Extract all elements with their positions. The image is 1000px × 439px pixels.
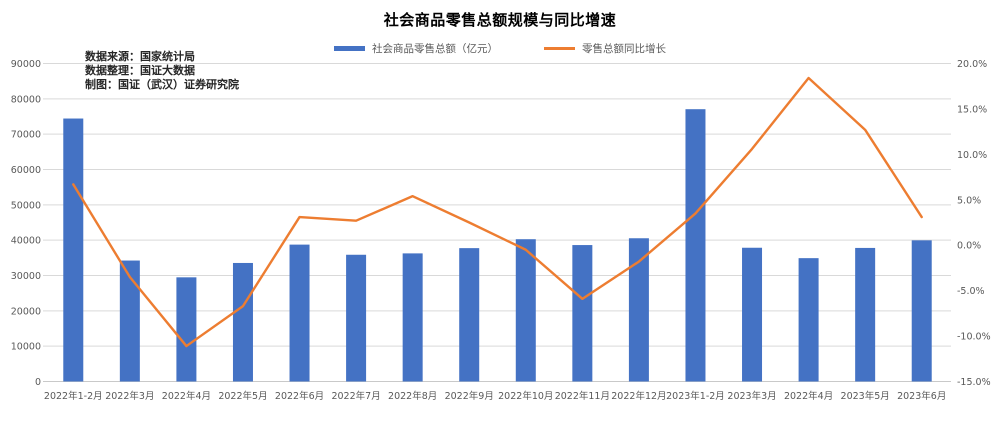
x-axis-category-label: 2023年3月 xyxy=(727,390,776,402)
left-axis-tick-label: 30000 xyxy=(11,271,41,282)
legend-bar-swatch-icon xyxy=(334,46,365,51)
bar xyxy=(459,248,480,382)
left-axis-tick-label: 60000 xyxy=(11,165,41,176)
x-axis-category-label: 2022年12月 xyxy=(611,390,666,402)
x-axis-category-label: 2022年5月 xyxy=(218,390,267,402)
bar xyxy=(63,118,84,382)
x-axis-category-label: 2023年1-2月 xyxy=(666,390,725,402)
x-axis-category-label: 2023年5月 xyxy=(841,390,890,402)
bar xyxy=(515,239,536,382)
bar xyxy=(289,244,310,382)
left-axis-tick-label: 90000 xyxy=(11,59,41,70)
x-axis-category-label: 2022年9月 xyxy=(445,390,494,402)
legend-bar-label: 社会商品零售总额（亿元） xyxy=(372,43,498,55)
left-axis-tick-label: 10000 xyxy=(11,342,41,353)
x-axis-category-label: 2022年3月 xyxy=(105,390,154,402)
right-axis-tick-label: -15.0% xyxy=(957,377,991,388)
x-axis-category-label: 2022年4月 xyxy=(162,390,211,402)
x-axis-category-label: 2022年8月 xyxy=(388,390,437,402)
right-axis-tick-label: 0.0% xyxy=(957,241,981,252)
bar xyxy=(572,245,593,382)
legend-item-bars: 社会商品零售总额（亿元） xyxy=(334,41,498,56)
x-axis-category-label: 2023年6月 xyxy=(897,390,946,402)
right-axis-tick-label: 5.0% xyxy=(957,195,981,206)
right-axis-tick-label: -10.0% xyxy=(957,332,991,343)
x-axis-category-label: 2022年6月 xyxy=(275,390,324,402)
bar xyxy=(742,247,763,382)
x-axis-category-label: 2022年1-2月 xyxy=(44,390,103,402)
right-axis-labels: -15.0% -10.0% -5.0% 0.0% 5.0% 10.0% 15.0% 20.0% xyxy=(957,59,991,388)
bar xyxy=(685,109,706,382)
left-axis-labels: 0 10000 20000 30000 40000 50000 60000 70000 8000… xyxy=(11,59,41,388)
legend-item-line: 零售总额同比增长 xyxy=(544,41,666,56)
left-axis-tick-label: 80000 xyxy=(11,94,41,105)
bar xyxy=(628,238,649,382)
x-axis-category-label: 2022年7月 xyxy=(331,390,380,402)
bar xyxy=(911,240,932,382)
legend: 社会商品零售总额（亿元） 零售总额同比增长 xyxy=(0,41,1000,56)
growth-line xyxy=(72,76,923,348)
x-axis-labels: 2022年1-2月 2022年3月 2022年4月 2022年5月 2022年6月 202… xyxy=(44,390,946,402)
annotation-data-source: 数据来源：国家统计局 xyxy=(85,50,195,63)
left-axis-tick-label: 70000 xyxy=(11,130,41,141)
annotation-author: 制图：国证（武汉）证券研究院 xyxy=(85,78,239,91)
x-axis-category-label: 2022年4月 xyxy=(784,390,833,402)
left-axis-tick-label: 50000 xyxy=(11,200,41,211)
bar xyxy=(119,260,140,382)
bar xyxy=(798,258,819,382)
legend-line-swatch-icon xyxy=(544,47,575,50)
x-axis-category-label: 2022年11月 xyxy=(555,390,610,402)
right-axis-tick-label: 20.0% xyxy=(957,59,987,70)
x-axis-category-label: 2022年10月 xyxy=(498,390,553,402)
legend-line-label: 零售总额同比增长 xyxy=(582,43,666,55)
annotation-block: 数据来源：国家统计局 数据整理：国证大数据 制图：国证（武汉）证券研究院 xyxy=(85,50,239,92)
left-axis-tick-label: 20000 xyxy=(11,306,41,317)
left-axis-tick-label: 40000 xyxy=(11,236,41,247)
right-axis-tick-label: -5.0% xyxy=(957,286,985,297)
right-axis-tick-label: 10.0% xyxy=(957,150,987,161)
bar xyxy=(232,262,253,382)
bar xyxy=(855,247,876,382)
right-axis-tick-label: 15.0% xyxy=(957,104,987,115)
bar-series xyxy=(63,109,932,382)
bar xyxy=(176,277,197,382)
bar xyxy=(402,253,423,382)
annotation-data-compile: 数据整理：国证大数据 xyxy=(85,64,195,77)
left-axis-tick-label: 0 xyxy=(35,377,41,388)
bar xyxy=(346,254,367,382)
chart-title: 社会商品零售总额规模与同比增速 xyxy=(383,11,617,29)
